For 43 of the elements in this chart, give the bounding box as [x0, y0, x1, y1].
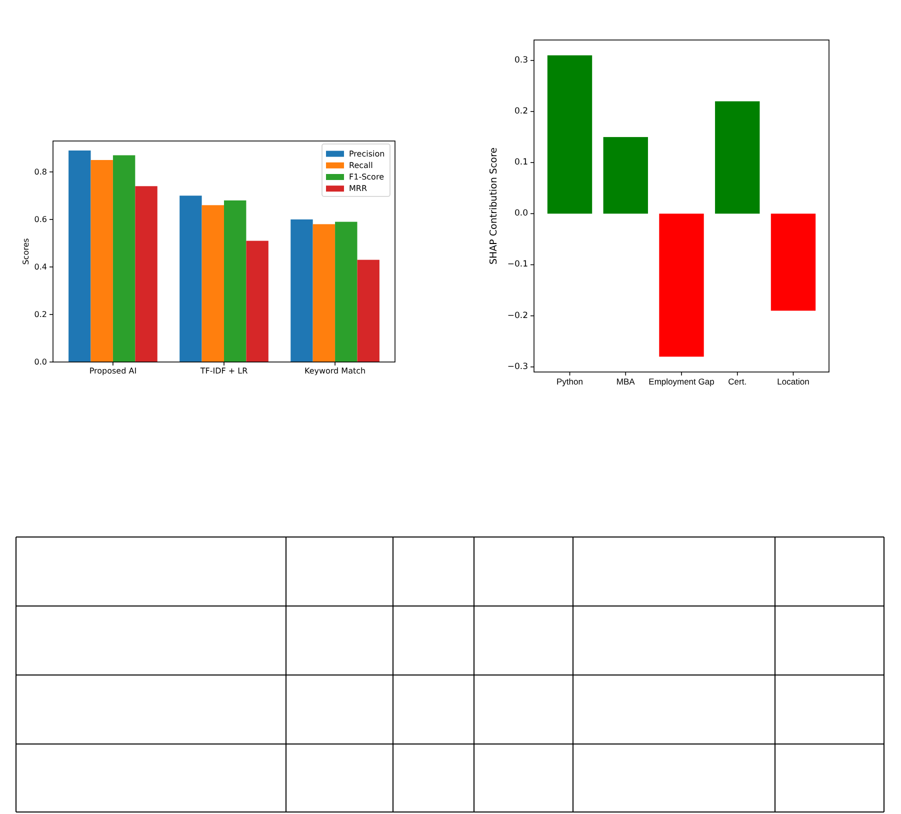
bar [68, 150, 91, 362]
x-tick-label: Employment Gap [648, 376, 715, 386]
x-tick-label: Python [556, 376, 584, 386]
bar [90, 160, 113, 362]
y-axis-title: SHAP Contribution Score [488, 147, 500, 265]
bar [224, 200, 246, 362]
y-tick-label: 0.4 [34, 262, 47, 272]
y-tick-label: 0.0 [514, 208, 528, 219]
x-tick-label: TF-IDF + LR [199, 366, 248, 376]
bar [770, 214, 816, 311]
x-tick-label: MBA [616, 376, 636, 386]
y-tick-label: 0.6 [34, 214, 47, 224]
y-tick-label: 0.8 [34, 167, 47, 176]
x-tick-label: Keyword Match [304, 366, 366, 376]
x-tick-label: Proposed AI [89, 366, 137, 376]
y-tick-label: −0.3 [507, 362, 528, 372]
bar [135, 186, 158, 362]
bar [290, 219, 313, 362]
y-tick-label: 0.1 [514, 158, 528, 168]
bar [715, 101, 760, 214]
y-tick-label: −0.2 [507, 310, 528, 321]
bar [357, 260, 380, 362]
x-tick-label: Location [777, 376, 810, 386]
legend-label: MRR [349, 184, 368, 194]
legend-label: Recall [349, 160, 373, 170]
y-tick-label: 0.2 [514, 106, 528, 117]
bar [202, 205, 224, 362]
legend-label: F1-Score [349, 172, 384, 182]
legend-label: Precision [349, 149, 385, 158]
bar [112, 155, 136, 362]
x-tick-label: Cert. [728, 376, 747, 386]
y-tick-label: −0.1 [507, 260, 528, 270]
bar [312, 224, 336, 362]
y-tick-label: 0.3 [514, 55, 528, 66]
y-tick-label: 0.2 [34, 310, 47, 319]
bar [246, 240, 268, 362]
y-tick-label: 0.0 [34, 358, 47, 366]
bar [603, 137, 648, 214]
bar [659, 214, 704, 357]
bar [180, 196, 202, 362]
y-axis-title: Scores [22, 238, 30, 265]
bar [335, 222, 358, 362]
bar [547, 55, 592, 214]
